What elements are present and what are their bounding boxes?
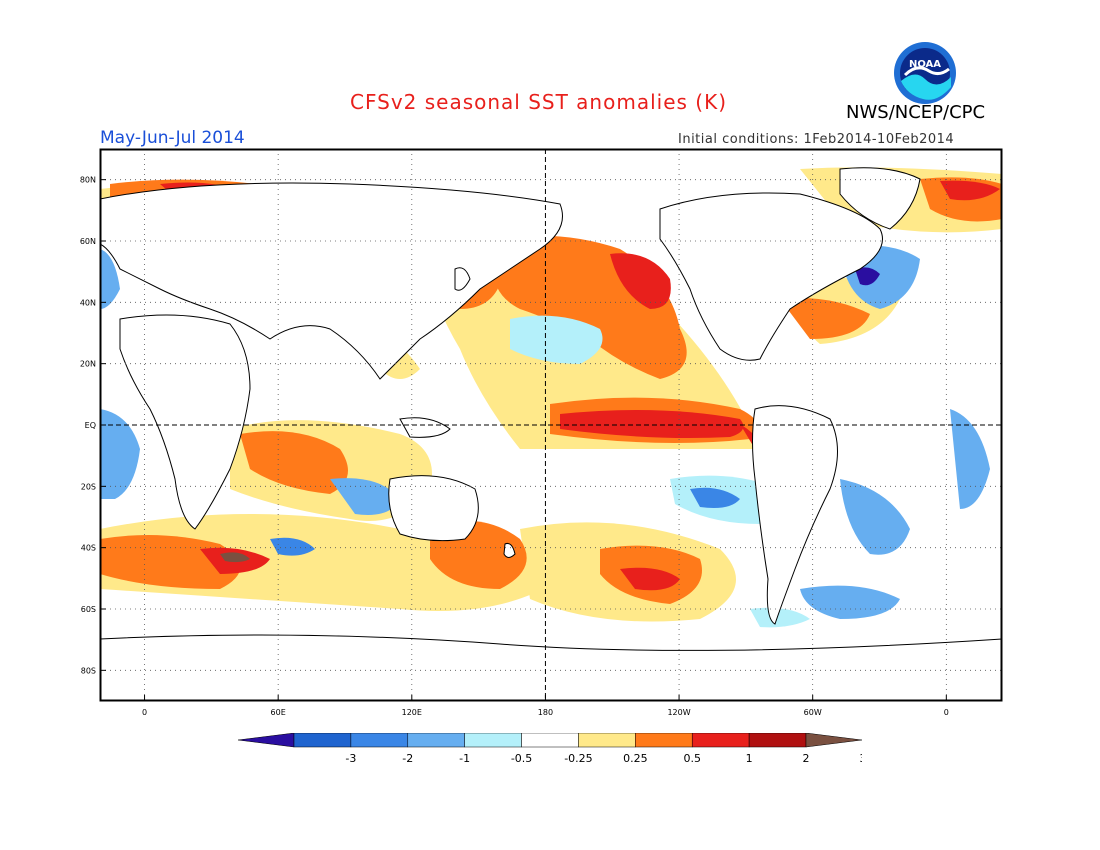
agency-label: NWS/NCEP/CPC (846, 102, 986, 123)
colorbar-tick-label: -3 (345, 752, 356, 765)
lat-tick-label: 80S (81, 666, 96, 675)
maritime-continent (399, 417, 451, 438)
colorbar-tick-label: 0.25 (623, 752, 648, 765)
colorbar-min-arrow (238, 733, 295, 748)
colorbar-tick-label: 1 (746, 752, 753, 765)
colorbar-segment (293, 733, 352, 748)
colorbar-tick-label: -0.5 (511, 752, 532, 765)
lon-tick-label: 60W (804, 708, 822, 717)
colorbar-segment (521, 733, 579, 748)
colorbar-tick-label: 0.5 (683, 752, 701, 765)
colorbar-segment (748, 733, 807, 748)
colorbar-tick-label: 3 (859, 752, 862, 765)
lon-tick-label: 120W (667, 708, 690, 717)
colorbar-max-arrow (805, 733, 862, 748)
colorbar-segment (635, 733, 693, 748)
lat-tick-label: 60N (80, 237, 96, 246)
colorbar-segment (350, 733, 409, 748)
lon-tick-label: 0 (142, 708, 147, 717)
chart-title: CFSv2 seasonal SST anomalies (K) (350, 90, 727, 114)
colorbar-tick-label: -1 (459, 752, 470, 765)
colorbar-segment (691, 733, 750, 748)
cold-anomaly-layer (100, 245, 990, 628)
sst-anomaly-map: 80N 60N 40N 20N EQ 20S 40S 60S 80S 0 60E 120E 180 120… (80, 148, 1003, 717)
lat-tick-label: 80N (80, 176, 96, 185)
colorbar-tick-label: 2 (803, 752, 810, 765)
lat-tick-label: 40N (80, 298, 96, 307)
map-gridlines (100, 149, 1002, 701)
lat-tick-label: 20N (80, 360, 96, 369)
colorbar-segment (407, 733, 465, 748)
eurasia (100, 182, 563, 380)
south-america (752, 405, 838, 625)
japan (454, 267, 471, 291)
noaa-logo-icon: NOAA (894, 42, 956, 104)
australia (388, 475, 479, 542)
colorbar-legend: -3 -2 -1 -0.5 -0.25 0.25 0.5 1 2 3 (238, 733, 862, 765)
lat-tick-label: 20S (81, 482, 96, 491)
greenland (839, 167, 921, 230)
lon-tick-label: 180 (538, 708, 553, 717)
continents-layer (100, 167, 1002, 701)
lat-tick-label: 40S (81, 544, 96, 553)
new-zealand (503, 543, 516, 558)
logo-text: NOAA (909, 59, 941, 70)
initial-conditions-label: Initial conditions: 1Feb2014-10Feb2014 (678, 132, 955, 147)
colorbar-segment (464, 733, 522, 748)
lon-tick-label: 120E (402, 708, 422, 717)
lon-tick-label: 0 (944, 708, 949, 717)
period-label: May-Jun-Jul 2014 (100, 128, 245, 148)
lon-tick-label: 60E (271, 708, 286, 717)
lat-tick-label: 60S (81, 605, 96, 614)
lat-tick-label: EQ (85, 421, 96, 430)
colorbar-segment (578, 733, 636, 748)
colorbar-tick-label: -0.25 (564, 752, 592, 765)
antarctica (100, 634, 1002, 701)
colorbar-tick-label: -2 (402, 752, 413, 765)
africa (119, 314, 251, 530)
